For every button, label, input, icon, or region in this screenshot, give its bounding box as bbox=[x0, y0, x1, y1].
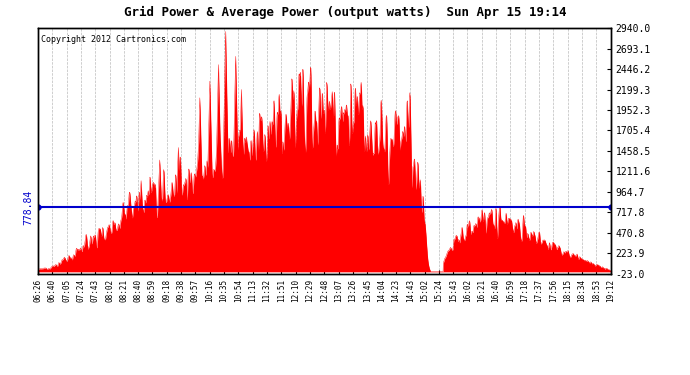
Text: Copyright 2012 Cartronics.com: Copyright 2012 Cartronics.com bbox=[41, 36, 186, 45]
Text: Grid Power & Average Power (output watts)  Sun Apr 15 19:14: Grid Power & Average Power (output watts… bbox=[124, 6, 566, 19]
